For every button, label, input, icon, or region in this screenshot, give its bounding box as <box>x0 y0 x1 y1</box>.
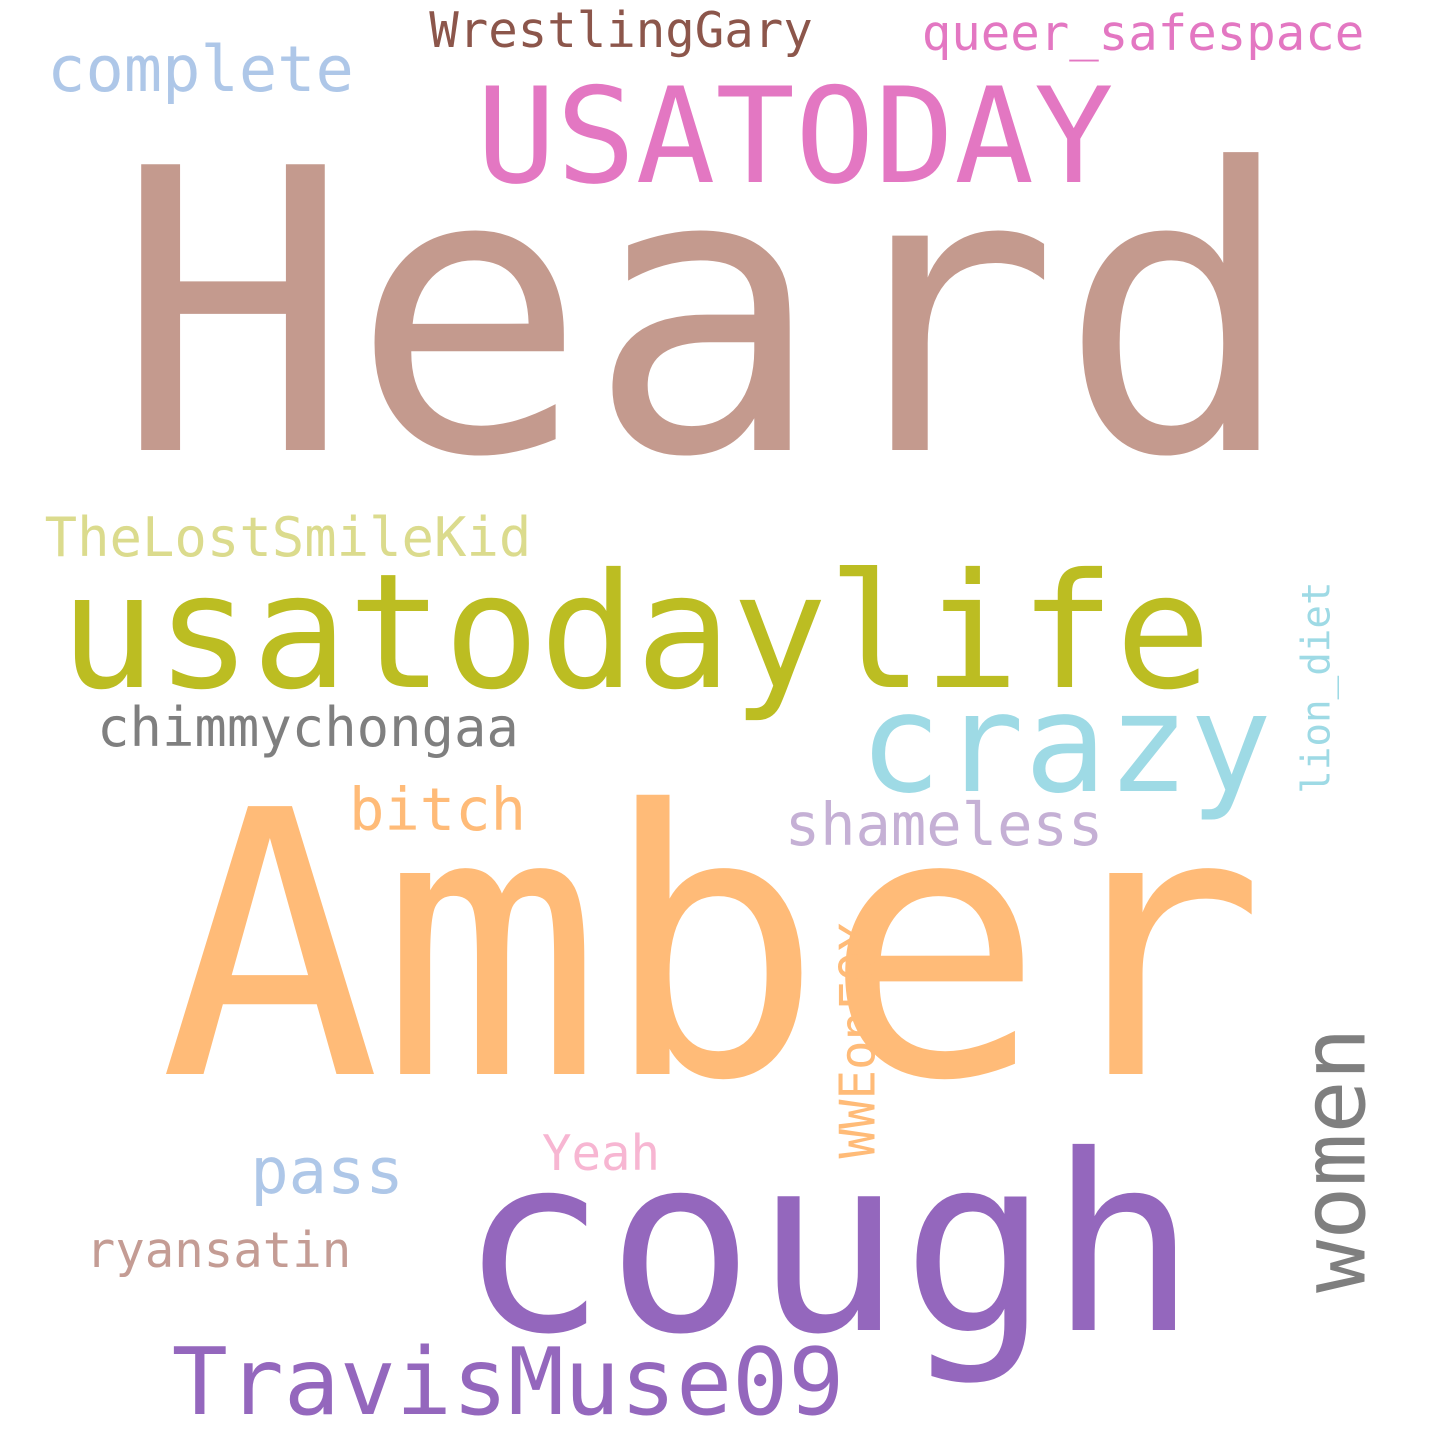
word-ryansatin: ryansatin <box>85 1221 352 1279</box>
word-crazy: crazy <box>859 665 1272 825</box>
word-women: women <box>1282 1027 1386 1293</box>
word-amber: Amber <box>159 732 1266 1161</box>
word-yeah: Yeah <box>541 1124 660 1182</box>
word-wweonfox: WWEonFOX <box>829 921 887 1159</box>
word-chimmychongaa: chimmychongaa <box>97 695 519 759</box>
word-lion-diet: lion_diet <box>1294 581 1340 794</box>
word-bitch: bitch <box>349 774 526 844</box>
word-complete: complete <box>47 32 354 107</box>
word-travismuse09: TravisMuse09 <box>171 1327 845 1436</box>
word-pass: pass <box>250 1134 404 1209</box>
word-wrestlinggary: WrestlingGary <box>429 1 813 59</box>
word-usatodaylife: usatodaylife <box>59 538 1212 725</box>
word-cough: cough <box>459 1102 1197 1388</box>
word-shameless: shameless <box>784 789 1104 859</box>
word-thelostsmilekid: TheLostSmileKid <box>44 505 532 569</box>
word-usatoday: USATODAY <box>476 60 1114 215</box>
word-heard: Heard <box>114 87 1296 543</box>
word-queer-safespace: queer_safespace <box>921 4 1365 62</box>
